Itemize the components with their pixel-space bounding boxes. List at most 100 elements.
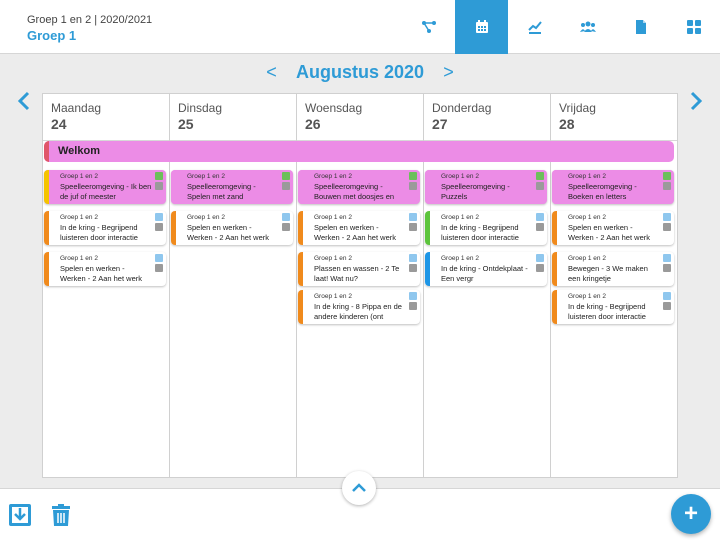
card-badges: [663, 213, 671, 231]
day-number: 24: [51, 116, 67, 132]
card-color-bar: [298, 170, 303, 204]
network-icon[interactable]: [402, 0, 455, 54]
activity-card[interactable]: Groep 1 en 2 Speelleeromgeving - Boeken e…: [552, 170, 674, 204]
card-group-label: Groep 1 en 2: [187, 214, 225, 221]
card-badges: [663, 254, 671, 272]
material-icon: [663, 182, 671, 190]
lesson-type-icon: [663, 213, 671, 221]
activity-card[interactable]: Groep 1 en 2 In de kring - Ontdekplaat - …: [425, 252, 547, 286]
activity-card[interactable]: Groep 1 en 2 Plassen en wassen - 2 Te laa…: [298, 252, 420, 286]
card-badges: [536, 254, 544, 272]
card-title: Speelleeromgeving - Boeken en letters: [568, 182, 637, 201]
download-icon[interactable]: [8, 503, 32, 527]
next-month-button[interactable]: >: [443, 62, 454, 82]
card-group-label: Groep 1 en 2: [568, 293, 606, 300]
card-color-bar: [425, 252, 430, 286]
card-color-bar: [44, 170, 49, 204]
day-name: Vrijdag: [559, 101, 596, 115]
day-column-friday[interactable]: Vrijdag 28: [551, 94, 677, 477]
card-color-bar: [298, 211, 303, 245]
card-badges: [155, 254, 163, 272]
card-group-label: Groep 1 en 2: [314, 255, 352, 262]
prev-week-arrow-icon[interactable]: [16, 91, 32, 111]
lesson-type-icon: [409, 292, 417, 300]
card-group-label: Groep 1 en 2: [441, 255, 479, 262]
next-week-arrow-icon[interactable]: [688, 91, 704, 111]
trash-icon[interactable]: [49, 503, 73, 527]
divider: [170, 140, 296, 141]
activity-card[interactable]: Groep 1 en 2 Speelleeromgeving - Spelen m…: [171, 170, 293, 204]
lesson-type-icon: [536, 254, 544, 262]
day-number: 25: [178, 116, 194, 132]
card-badges: [663, 172, 671, 190]
material-icon: [282, 182, 290, 190]
material-icon: [663, 302, 671, 310]
card-color-bar: [552, 170, 557, 204]
card-badges: [409, 213, 417, 231]
day-column-thursday[interactable]: Donderdag 27: [424, 94, 551, 477]
activity-card[interactable]: Groep 1 en 2 Speelleeromgeving - Puzzels: [425, 170, 547, 204]
day-column-monday[interactable]: Maandag 24: [43, 94, 170, 477]
activity-card[interactable]: Groep 1 en 2 Spelen en werken - Werken - …: [44, 252, 166, 286]
card-color-bar: [425, 170, 430, 204]
day-column-wednesday[interactable]: Woensdag 26: [297, 94, 424, 477]
activity-card[interactable]: Groep 1 en 2 Speelleeromgeving - Bouwen m…: [298, 170, 420, 204]
lesson-type-icon: [282, 213, 290, 221]
card-color-bar: [171, 170, 176, 204]
card-title: Plassen en wassen - 2 Te laat! Wat nu?: [314, 264, 400, 283]
activity-card[interactable]: Groep 1 en 2 In de kring - Begrijpend lui…: [44, 211, 166, 245]
card-title: In de kring - Begrijpend luisteren door …: [60, 223, 138, 242]
day-name: Woensdag: [305, 101, 363, 115]
card-group-label: Groep 1 en 2: [314, 173, 352, 180]
prev-month-button[interactable]: <: [266, 62, 277, 82]
card-color-bar: [425, 211, 430, 245]
activity-card[interactable]: Groep 1 en 2 Spelen en werken - Werken - …: [552, 211, 674, 245]
lesson-type-icon: [536, 172, 544, 180]
material-icon: [536, 182, 544, 190]
card-color-bar: [44, 252, 49, 286]
material-icon: [536, 264, 544, 272]
card-title: Spelen en werken - Werken - 2 Aan het we…: [60, 264, 142, 283]
card-group-label: Groep 1 en 2: [568, 173, 606, 180]
card-badges: [536, 213, 544, 231]
card-group-label: Groep 1 en 2: [441, 173, 479, 180]
lesson-type-icon: [155, 254, 163, 262]
add-button[interactable]: +: [671, 494, 711, 534]
welkom-banner[interactable]: Welkom: [44, 141, 674, 162]
chart-icon[interactable]: [508, 0, 561, 54]
document-icon[interactable]: [614, 0, 667, 54]
calendar-icon[interactable]: [455, 0, 508, 54]
day-number: 27: [432, 116, 448, 132]
plus-icon: +: [683, 500, 698, 527]
card-badges: [155, 213, 163, 231]
activity-card[interactable]: Groep 1 en 2 In de kring - Begrijpend lui…: [552, 290, 674, 324]
card-badges: [282, 213, 290, 231]
group-title[interactable]: Groep 1: [27, 28, 77, 43]
users-icon[interactable]: [561, 0, 614, 54]
lesson-type-icon: [282, 172, 290, 180]
expand-button[interactable]: [342, 471, 376, 505]
activity-card[interactable]: Groep 1 en 2 Spelen en werken - Werken - …: [298, 211, 420, 245]
activity-card[interactable]: Groep 1 en 2 Spelen en werken - Werken - …: [171, 211, 293, 245]
day-column-tuesday[interactable]: Dinsdag 25: [170, 94, 297, 477]
card-title: Speelleeromgeving - Puzzels: [441, 182, 510, 201]
activity-card[interactable]: Groep 1 en 2 In de kring - Begrijpend lui…: [425, 211, 547, 245]
lesson-type-icon: [409, 254, 417, 262]
card-group-label: Groep 1 en 2: [314, 293, 352, 300]
grid-icon[interactable]: [667, 0, 720, 54]
class-year-label: Groep 1 en 2 | 2020/2021: [27, 14, 153, 26]
activity-card[interactable]: Groep 1 en 2 Bewegen - 3 We maken een kri…: [552, 252, 674, 286]
activity-card[interactable]: Groep 1 en 2 In de kring - 8 Pippa en de …: [298, 290, 420, 324]
lesson-type-icon: [155, 213, 163, 221]
lesson-type-icon: [663, 292, 671, 300]
material-icon: [155, 264, 163, 272]
top-nav: [402, 0, 720, 54]
activity-card[interactable]: Groep 1 en 2 Speelleeromgeving - Ik ben d…: [44, 170, 166, 204]
card-title: In de kring - Begrijpend luisteren door …: [568, 302, 646, 321]
card-group-label: Groep 1 en 2: [60, 173, 98, 180]
card-badges: [536, 172, 544, 190]
chevron-up-icon: [352, 483, 366, 492]
card-color-bar: [44, 211, 49, 245]
card-group-label: Groep 1 en 2: [568, 255, 606, 262]
card-color-bar: [298, 290, 303, 324]
